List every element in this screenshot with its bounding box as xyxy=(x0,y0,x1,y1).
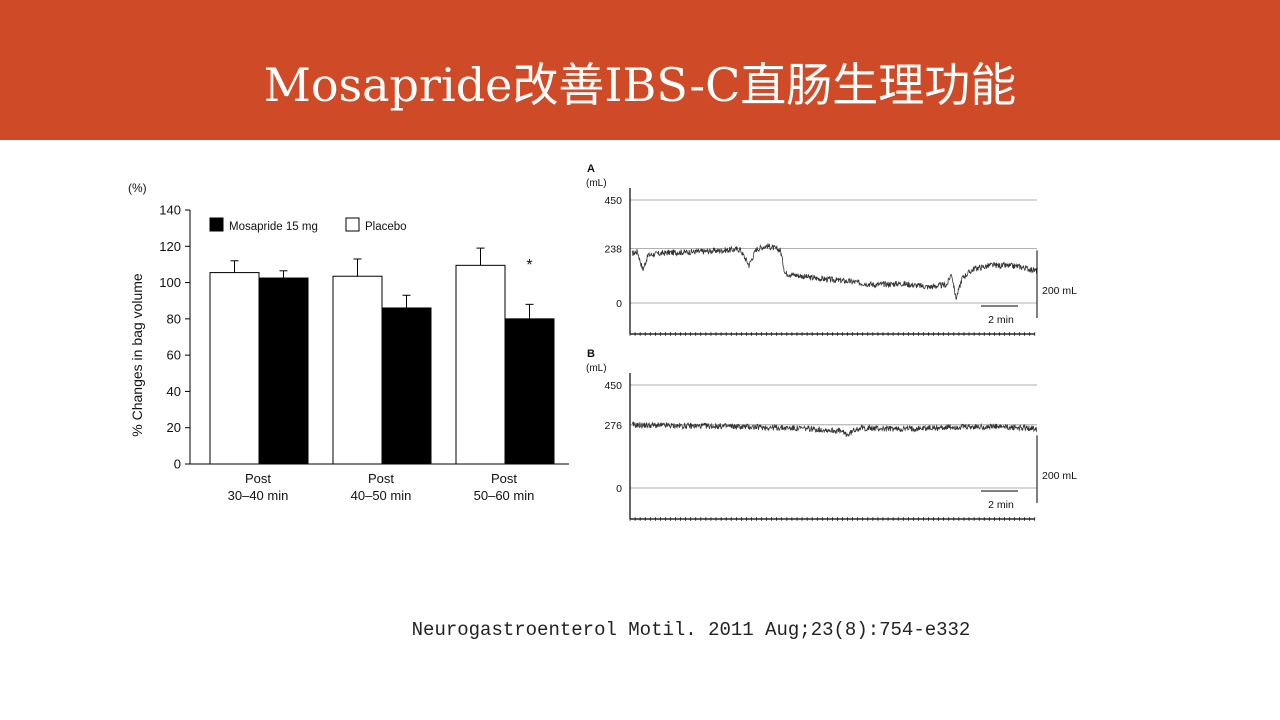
y-axis: 0 20 40 60 80 100 120 140 xyxy=(159,203,191,472)
y-tick-label: 40 xyxy=(167,384,181,399)
significance-marker: * xyxy=(526,257,532,274)
y-tick-label: 450 xyxy=(604,380,622,392)
y-unit-label: (mL) xyxy=(586,363,607,374)
title-banner xyxy=(0,0,1280,140)
bar-placebo xyxy=(332,275,383,465)
y-axis-title: % Changes in bag volume xyxy=(129,273,145,437)
x-tick-label: 30–40 min xyxy=(228,488,289,503)
x-tick-label: Post xyxy=(245,471,271,486)
y-tick-label: 0 xyxy=(616,298,622,310)
scale-bar-time-label: 2 min xyxy=(988,314,1014,326)
trace-panel-b: B (mL) 0 276 450 200 mL 2 min xyxy=(586,348,1077,521)
slide-title: Mosapride改善IBS-C直肠生理功能 xyxy=(263,58,1017,112)
x-axis: Post 30–40 min Post 40–50 min Post 50–60 min xyxy=(190,463,569,503)
y-tick-label: 276 xyxy=(604,420,622,432)
panel-label: B xyxy=(587,348,595,360)
y-tick-label: 120 xyxy=(159,239,181,254)
legend-swatch-placebo xyxy=(345,217,360,232)
bars: * xyxy=(209,247,555,465)
bar-mosapride xyxy=(381,307,432,465)
x-tick-label: Post xyxy=(491,471,517,486)
bar-placebo xyxy=(455,264,506,465)
trace-panel-a: A (mL) 0 238 450 200 mL 2 min xyxy=(586,163,1077,336)
bar-chart: (%) % Changes in bag volume 0 20 40 60 80 100… xyxy=(128,181,569,503)
pressure-trace xyxy=(631,243,1038,300)
legend: Mosapride 15 mg Placebo xyxy=(209,217,407,233)
x-tick-label: 40–50 min xyxy=(351,488,412,503)
y-tick-label: 80 xyxy=(167,311,181,326)
bar-placebo xyxy=(209,272,260,465)
pressure-trace xyxy=(631,421,1038,438)
scale-bar-volume-label: 200 mL xyxy=(1042,470,1077,482)
panel-label: A xyxy=(587,163,595,175)
legend-label-placebo: Placebo xyxy=(365,221,407,233)
legend-label-mosapride: Mosapride 15 mg xyxy=(229,221,318,233)
bar-mosapride xyxy=(504,318,555,465)
y-tick-label: 0 xyxy=(174,457,181,472)
y-tick-label: 0 xyxy=(616,483,622,495)
citation: Neurogastroenterol Motil. 2011 Aug;23(8)… xyxy=(411,619,971,641)
x-tick-label: 50–60 min xyxy=(474,488,535,503)
bar-mosapride xyxy=(258,277,309,465)
scale-bar-time-label: 2 min xyxy=(988,499,1014,511)
y-tick-label: 238 xyxy=(604,244,622,256)
y-tick-label: 450 xyxy=(604,195,622,207)
y-tick-label: 60 xyxy=(167,348,181,363)
y-unit-label: (mL) xyxy=(586,178,607,189)
y-unit-label: (%) xyxy=(128,181,147,195)
x-tick-label: Post xyxy=(368,471,394,486)
scale-bar-volume-label: 200 mL xyxy=(1042,285,1077,297)
legend-swatch-mosapride xyxy=(209,217,224,232)
y-tick-label: 140 xyxy=(159,203,181,218)
y-tick-label: 100 xyxy=(159,275,181,290)
y-tick-label: 20 xyxy=(167,420,181,435)
